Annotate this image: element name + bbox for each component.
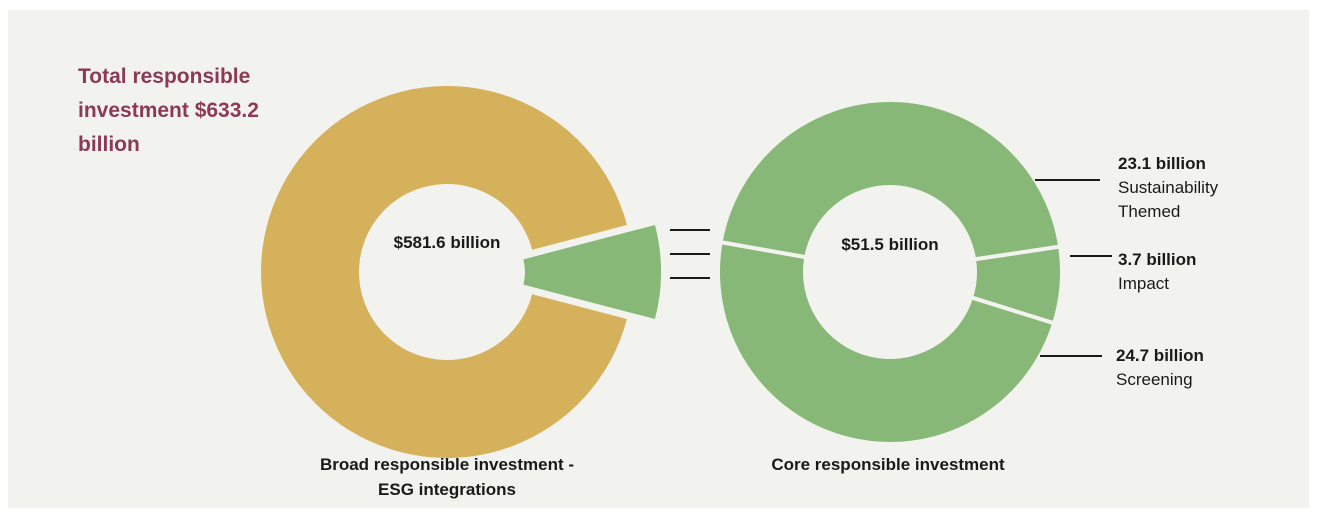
- slice-label: 3.7 billion Impact: [1118, 248, 1278, 296]
- center-label: $51.5 billion: [841, 235, 939, 254]
- value-label: 24.7 billion: [1116, 346, 1204, 365]
- connectors: [670, 179, 1112, 357]
- value-label: 3.7 billion: [1118, 250, 1197, 269]
- chart-title: Broad responsible investment - ESG integ…: [319, 455, 575, 499]
- category-label: Sustainability Themed: [1118, 178, 1219, 221]
- slice: [718, 98, 1063, 262]
- value-label: 23.1 billion: [1118, 154, 1206, 173]
- total-title: Total responsible investment $633.2 bill…: [78, 65, 259, 156]
- slice: [523, 224, 661, 320]
- slice: [716, 239, 1057, 446]
- slice: [968, 244, 1064, 326]
- chart-title: Core responsible investment: [771, 455, 1005, 474]
- center-label: $581.6 billion: [393, 233, 501, 252]
- slice: [260, 85, 627, 459]
- category-label: Screening: [1116, 370, 1193, 389]
- category-label: Impact: [1118, 274, 1170, 293]
- slice-label: 23.1 billion Sustainability Themed: [1118, 152, 1278, 224]
- slice-label: 24.7 billion Screening: [1116, 344, 1276, 392]
